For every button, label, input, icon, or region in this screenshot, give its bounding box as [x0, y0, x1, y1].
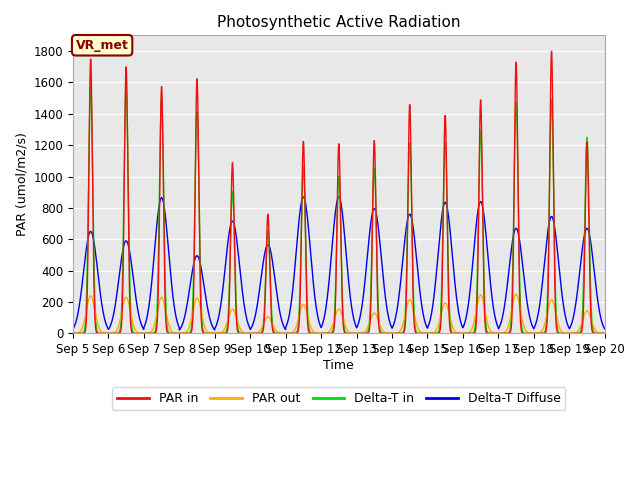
- Delta-T Diffuse: [161, 212, 169, 217]
- PAR out: [130, 323, 138, 329]
- Delta-T in: [533, 331, 541, 336]
- Delta-T Diffuse: [273, 292, 281, 298]
- PAR in: [601, 331, 609, 336]
- PAR out: [246, 331, 254, 336]
- Line: Delta-T in: Delta-T in: [73, 86, 605, 334]
- PAR out: [512, 291, 520, 297]
- Text: VR_met: VR_met: [76, 39, 129, 52]
- Delta-T in: [161, 284, 169, 290]
- PAR out: [273, 329, 281, 335]
- PAR in: [591, 331, 598, 336]
- Line: PAR out: PAR out: [73, 294, 605, 334]
- Delta-T in: [87, 84, 95, 89]
- PAR in: [533, 331, 541, 336]
- Delta-T in: [273, 331, 281, 336]
- PAR in: [161, 301, 169, 307]
- PAR in: [296, 297, 304, 302]
- PAR in: [273, 331, 281, 336]
- PAR out: [601, 331, 609, 336]
- Delta-T in: [601, 331, 609, 336]
- Delta-T Diffuse: [300, 194, 307, 200]
- Delta-T in: [130, 330, 138, 336]
- Line: PAR in: PAR in: [73, 51, 605, 334]
- Delta-T Diffuse: [591, 271, 598, 277]
- Title: Photosynthetic Active Radiation: Photosynthetic Active Radiation: [217, 15, 461, 30]
- Delta-T Diffuse: [296, 208, 304, 214]
- Delta-T in: [296, 274, 304, 279]
- PAR in: [548, 48, 556, 54]
- Delta-T Diffuse: [533, 315, 541, 321]
- Legend: PAR in, PAR out, Delta-T in, Delta-T Diffuse: PAR in, PAR out, Delta-T in, Delta-T Dif…: [112, 387, 565, 410]
- X-axis label: Time: Time: [323, 359, 354, 372]
- Delta-T Diffuse: [601, 326, 609, 332]
- PAR out: [591, 326, 598, 332]
- Delta-T in: [591, 330, 598, 336]
- Delta-T in: [246, 331, 254, 336]
- PAR out: [533, 330, 541, 336]
- Delta-T Diffuse: [130, 278, 138, 284]
- Delta-T Diffuse: [69, 326, 77, 332]
- PAR in: [246, 331, 254, 336]
- Y-axis label: PAR (umol/m2/s): PAR (umol/m2/s): [15, 132, 28, 236]
- Delta-T Diffuse: [175, 327, 183, 333]
- PAR in: [69, 331, 77, 336]
- PAR out: [69, 331, 77, 336]
- PAR out: [296, 309, 304, 315]
- Delta-T in: [69, 331, 77, 336]
- PAR in: [130, 331, 138, 336]
- Line: Delta-T Diffuse: Delta-T Diffuse: [73, 197, 605, 330]
- PAR out: [161, 306, 169, 312]
